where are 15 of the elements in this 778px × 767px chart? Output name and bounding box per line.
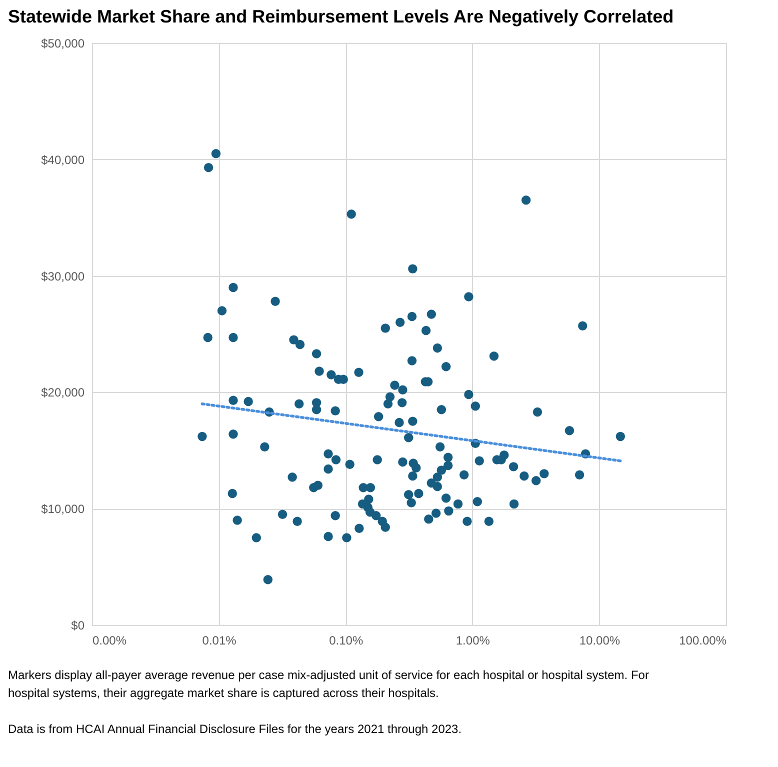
x-tick-label: 0.10% [329, 634, 364, 648]
x-tick-label: 0.01% [202, 634, 237, 648]
y-tick-label: $0 [71, 618, 85, 632]
chart-title: Statewide Market Share and Reimbursement Levels Are Negatively Correlated [8, 6, 674, 26]
y-tick-label: $30,000 [41, 269, 85, 284]
text: Markers display all-payer average revenue per case mix-adjusted unit of service for each hospital or hospital system. For hospital systems, their aggregate market share is captured across their hospitals. [8, 668, 649, 700]
y-tick-label: $20,000 [41, 386, 85, 400]
text: Data is from HCAI Annual Financial Disclosure Files for the years 2021 through 2023. [8, 722, 462, 736]
y-tick-label: $10,000 [41, 502, 85, 516]
x-tick-label: 0.00% [92, 634, 127, 648]
x-tick-label: 10.00% [579, 634, 620, 648]
y-tick-label: $40,000 [41, 152, 85, 167]
x-tick-label: 100.00% [679, 634, 727, 648]
y-tick-label: $50,000 [41, 36, 85, 50]
x-tick-label: 1.00% [456, 634, 490, 648]
